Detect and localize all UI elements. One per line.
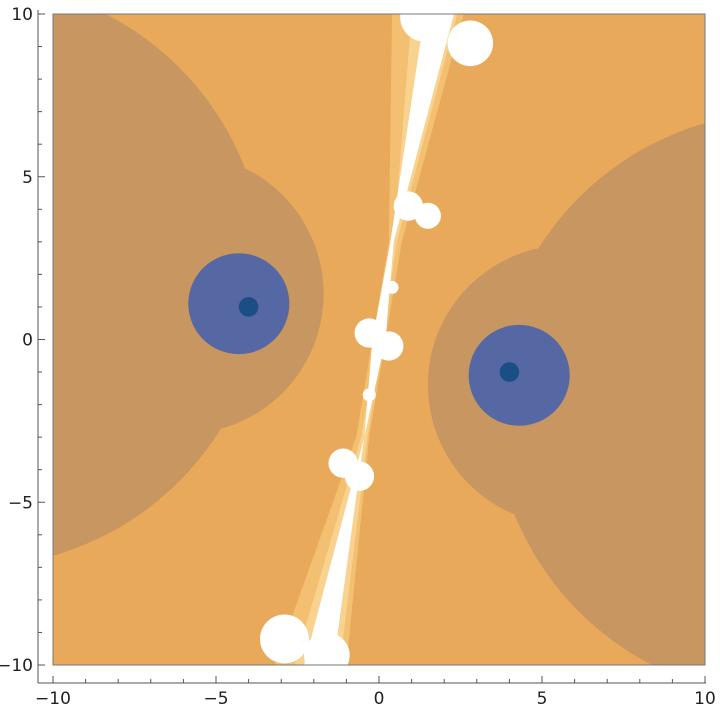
axes: −10 −5 0 5 10 −10 −5 0 5 10 [0,5,716,709]
minimum-contour-ring [53,154,324,434]
ridge-blob [414,202,441,229]
minimum-point [499,362,520,382]
ridge-blob [385,280,399,294]
minimum-point [238,297,259,317]
ridge-contour-band [274,14,464,665]
x-tick-label: −10 [35,689,71,709]
ridge-blob [304,632,350,665]
minimum-contour-ring [188,253,290,355]
plot-frame [52,13,706,666]
y-tick-label: −5 [8,493,33,513]
ridge-blob [260,614,309,664]
ridge-blob [344,461,375,491]
ridge-blob [374,331,404,361]
y-tick-label: 0 [22,331,33,351]
minimum-contour-ring [468,324,570,426]
x-tick-label: −5 [203,689,228,709]
y-tick-label: 10 [11,5,33,25]
y-tick-label: −10 [0,656,33,676]
y-tick-label: 5 [22,168,33,188]
x-tick-label: 0 [374,689,385,709]
ridge-blob [362,388,376,402]
x-tick-label: 5 [537,689,548,709]
ridge-blob [447,20,494,67]
ridge-blob [400,14,450,42]
x-tick-label: 10 [694,689,716,709]
